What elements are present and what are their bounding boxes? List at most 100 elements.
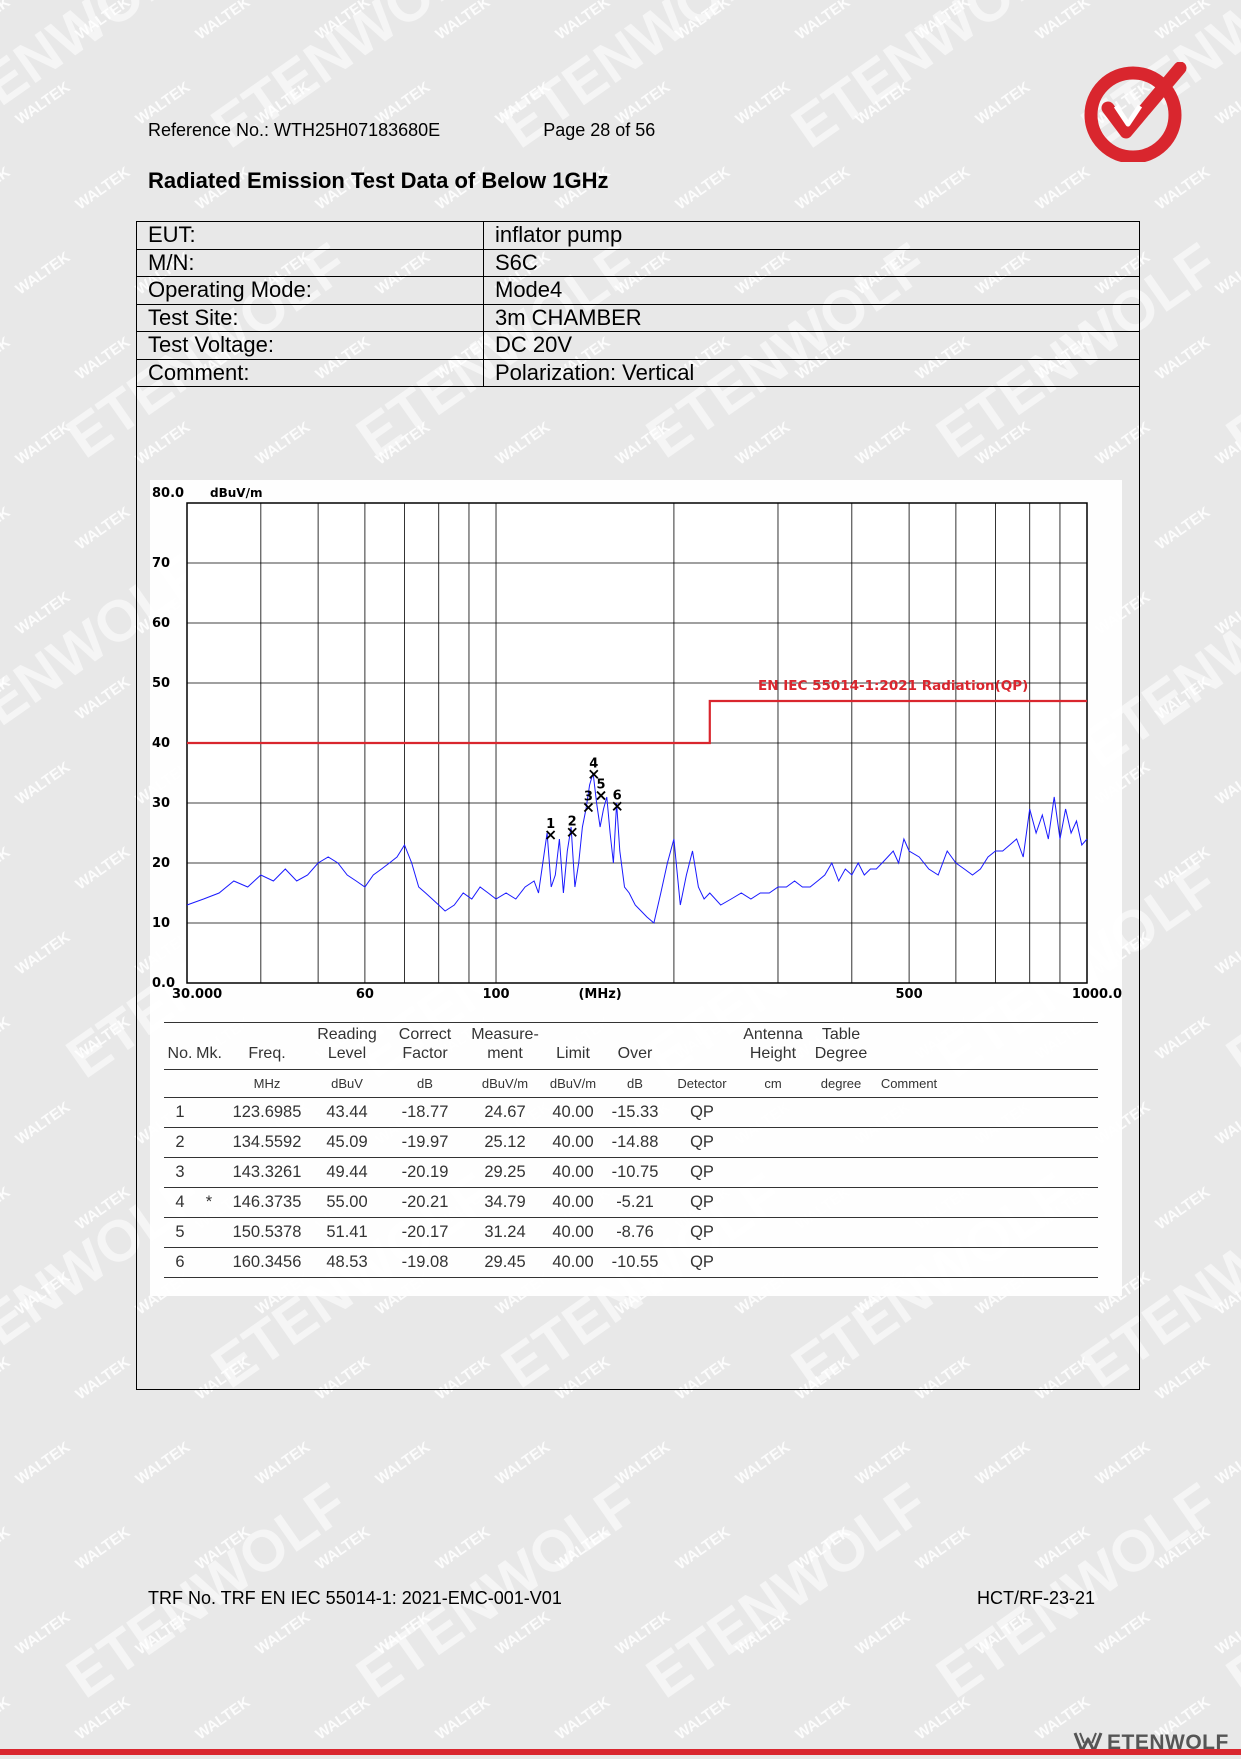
watermark-text: WALTEK xyxy=(673,0,734,43)
info-row: EUT: inflator pump xyxy=(136,221,1140,250)
results-cell xyxy=(874,1127,944,1158)
info-value: Mode4 xyxy=(483,276,1140,305)
etenwolf-brand: ETENWOLF xyxy=(1073,1730,1228,1754)
watermark-text: WALTEK xyxy=(1213,249,1241,299)
results-cell xyxy=(808,1187,874,1218)
watermark-text: WALTEK xyxy=(73,1694,134,1744)
results-cell: 3 xyxy=(164,1157,196,1188)
watermark-text: WALTEK xyxy=(0,164,13,214)
results-cell: 123.6985 xyxy=(222,1097,312,1128)
info-label: Test Voltage: xyxy=(136,331,484,360)
eut-info-table: EUT: inflator pump M/N: S6C Operating Mode: M… xyxy=(136,221,1140,387)
results-header-line2: Degree xyxy=(814,1045,868,1062)
watermark-text: WALTEK xyxy=(1033,164,1094,214)
watermark-text: WALTEK xyxy=(13,1609,74,1659)
results-header-cell: Reading Level xyxy=(312,1022,382,1070)
results-cell xyxy=(808,1217,874,1248)
results-header-line2: Level xyxy=(327,1045,367,1062)
watermark-text: WALTEK xyxy=(73,0,134,43)
watermark-text: WALTEK xyxy=(0,844,13,894)
limit-line-label: EN IEC 55014-1:2021 Radiation(QP) xyxy=(758,678,1028,694)
results-header-line2: Factor xyxy=(402,1045,448,1062)
results-cell: 40.00 xyxy=(542,1217,604,1248)
results-header-line2: Limit xyxy=(556,1045,590,1062)
watermark-text: WALTEK xyxy=(13,1099,74,1149)
watermark-text: WALTEK xyxy=(373,1609,434,1659)
marker-label: 3 xyxy=(584,790,593,805)
watermark-text: WALTEK xyxy=(193,1694,254,1744)
watermark-text: WALTEK xyxy=(913,164,974,214)
results-cell: -8.76 xyxy=(604,1217,666,1248)
marker-label: 2 xyxy=(568,814,577,829)
watermark-text: WALTEK xyxy=(1213,1099,1241,1149)
y-tick-label: 50 xyxy=(152,676,170,691)
watermark-text: WALTEK xyxy=(673,1524,734,1574)
limit-line xyxy=(187,699,1087,745)
watermark-text: WALTEK xyxy=(73,674,134,724)
results-cell: -14.88 xyxy=(604,1127,666,1158)
marker-cross xyxy=(567,827,577,837)
info-value: DC 20V xyxy=(483,331,1140,360)
results-cell xyxy=(738,1187,808,1218)
results-table: No. Mk. Freq. Reading Level Correct Factor Meas… xyxy=(164,1022,1098,1278)
results-header-line1: Table xyxy=(821,1026,861,1043)
watermark-text: WALTEK xyxy=(0,1014,13,1064)
x-tick-label: 1000.0 xyxy=(1072,987,1122,1002)
watermark-text: WALTEK xyxy=(493,1609,554,1659)
results-header-line2: Freq. xyxy=(248,1045,286,1062)
results-cell: * xyxy=(196,1187,222,1218)
results-cell: -15.33 xyxy=(604,1097,666,1128)
results-cell xyxy=(738,1157,808,1188)
watermark-text: WALTEK xyxy=(13,589,74,639)
watermark-text: WALTEK xyxy=(793,1524,854,1574)
results-cell: 31.24 xyxy=(468,1217,542,1248)
watermark-text: WALTEK xyxy=(1213,1269,1241,1319)
info-row: Test Site: 3m CHAMBER xyxy=(136,303,1140,332)
marker-cross xyxy=(612,801,622,811)
watermark-text: WALTEK xyxy=(0,0,13,43)
watermark-text: WALTEK xyxy=(853,1439,914,1489)
results-cell xyxy=(196,1217,222,1248)
results-header-cell: Measure-ment xyxy=(468,1022,542,1070)
results-cell: -20.21 xyxy=(382,1187,468,1218)
page-number: Page 28 of 56 xyxy=(543,120,656,140)
watermark-text: WALTEK xyxy=(0,334,13,384)
watermark-text: WALTEK xyxy=(0,674,13,724)
results-cell: -19.08 xyxy=(382,1247,468,1278)
results-header-cell xyxy=(666,1022,738,1070)
results-cell xyxy=(196,1247,222,1278)
watermark-text: WALTEK xyxy=(793,0,854,43)
watermark-text: WALTEK xyxy=(1213,1439,1241,1489)
results-cell xyxy=(196,1127,222,1158)
results-cell: -20.17 xyxy=(382,1217,468,1248)
marker-cross xyxy=(545,830,556,840)
results-cell: 143.3261 xyxy=(222,1157,312,1188)
results-unit-cell xyxy=(164,1069,196,1098)
results-unit-cell: cm xyxy=(738,1069,808,1098)
results-cell: 40.00 xyxy=(542,1187,604,1218)
bottom-accent-bar xyxy=(0,1749,1241,1755)
watermark-text: WALTEK xyxy=(193,1524,254,1574)
watermark-text: WALTEK xyxy=(973,1609,1034,1659)
results-cell: 40.00 xyxy=(542,1127,604,1158)
results-cell xyxy=(874,1247,944,1278)
watermark-text: WALTEK xyxy=(973,79,1034,129)
watermark-text: WALTEK xyxy=(253,1439,314,1489)
watermark-text: WALTEK xyxy=(913,0,974,43)
trf-number: TRF No. TRF EN IEC 55014-1: 2021-EMC-001… xyxy=(148,1588,562,1608)
results-unit-cell: Comment xyxy=(874,1069,944,1098)
results-cell xyxy=(738,1127,808,1158)
results-header-cell: Mk. xyxy=(196,1022,222,1070)
results-cell: QP xyxy=(666,1187,738,1218)
results-cell xyxy=(808,1247,874,1278)
results-cell: -18.77 xyxy=(382,1097,468,1128)
y-tick-label: 20 xyxy=(152,856,170,871)
results-cell: 2 xyxy=(164,1127,196,1158)
results-cell: QP xyxy=(666,1127,738,1158)
watermark-text: WALTEK xyxy=(0,1524,13,1574)
info-label: Test Site: xyxy=(136,303,484,332)
watermark-text: WALTEK xyxy=(1153,334,1214,384)
marker-label: 1 xyxy=(546,817,555,832)
marker-cross xyxy=(596,790,606,801)
info-value: Polarization: Vertical xyxy=(483,358,1140,387)
